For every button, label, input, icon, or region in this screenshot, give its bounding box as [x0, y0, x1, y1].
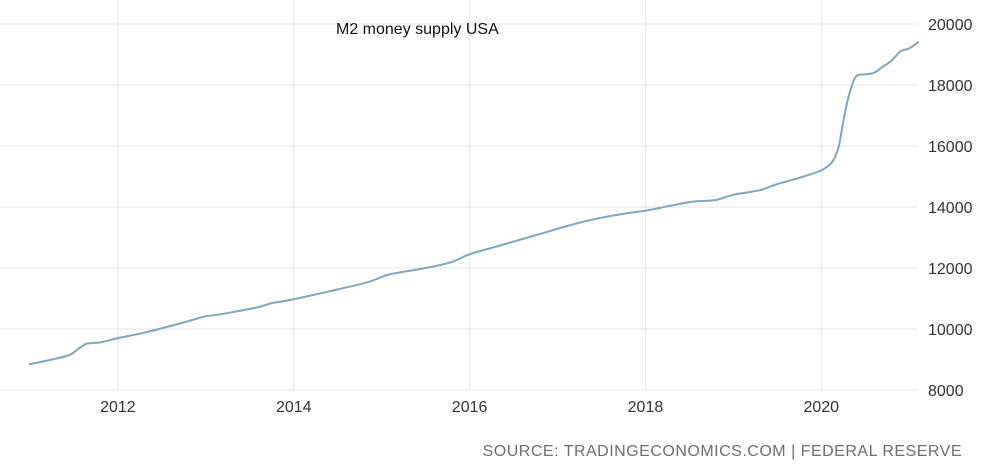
series-line — [29, 41, 919, 366]
y-tick-label: 16000 — [928, 139, 973, 156]
y-tick-label: 8000 — [928, 383, 964, 400]
x-tick-label: 2016 — [452, 399, 488, 416]
x-tick-label: 2012 — [100, 399, 136, 416]
source-attribution: SOURCE: TRADINGECONOMICS.COM | FEDERAL R… — [483, 443, 962, 460]
grid-lines — [0, 23, 918, 391]
x-tick-label: 2018 — [628, 399, 664, 416]
y-tick-label: 14000 — [928, 200, 973, 217]
chart-title: M2 money supply USA — [336, 21, 499, 38]
y-axis-ticks: 8000 10000 12000 14000 16000 18000 20000 — [928, 17, 973, 400]
y-tick-label: 20000 — [928, 17, 973, 34]
x-axis-ticks: 2012 2014 2016 2018 2020 — [100, 399, 839, 416]
x-grid-lines — [117, 0, 822, 390]
x-tick-label: 2020 — [803, 399, 839, 416]
x-tick-label: 2014 — [276, 399, 312, 416]
y-tick-label: 12000 — [928, 261, 973, 278]
series-layer — [29, 41, 919, 366]
y-tick-label: 18000 — [928, 78, 973, 95]
y-tick-label: 10000 — [928, 322, 973, 339]
